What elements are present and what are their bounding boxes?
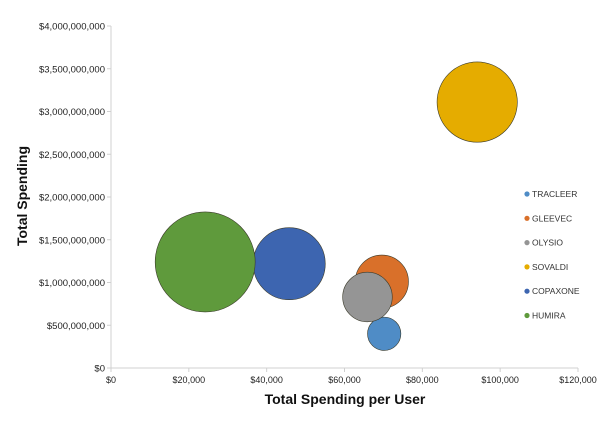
bubble-olysio [342, 271, 393, 323]
x-tick-label: $80,000 [406, 375, 439, 385]
x-axis-title: Total Spending per User [265, 391, 426, 407]
x-tick-label: $60,000 [328, 375, 361, 385]
y-tick-label: $3,000,000,000 [39, 107, 105, 118]
y-axis-title: Total Spending [14, 146, 30, 246]
legend-label-olysio: OLYSIO [532, 238, 563, 248]
legend-marker-humira [524, 312, 530, 319]
y-tick-label: $1,000,000,000 [39, 278, 105, 289]
x-tick-label: $100,000 [481, 375, 519, 385]
legend-label-gleevec: GLEEVEC [532, 213, 572, 223]
bubble-copaxone [252, 227, 326, 301]
x-axis: $0 $20,000 $40,000 $60,000 $80,000 $100,000 $1… [106, 367, 597, 385]
x-tick-label: $40,000 [250, 375, 283, 385]
x-tick-label: $120,000 [559, 375, 597, 385]
y-tick-label: $500,000,000 [47, 321, 105, 332]
y-tick-label: $4,000,000,000 [39, 22, 105, 33]
y-axis: $0 $500,000,000 $1,000,000,000 $1,500,000,0… [39, 22, 112, 375]
x-tick-label: $0 [106, 375, 116, 385]
legend-label-sovaldi: SOVALDI [532, 262, 568, 272]
legend-marker-olysio [524, 240, 530, 246]
legend-label-tracleer: TRACLEER [532, 189, 577, 199]
legend: TRACLEER GLEEVEC OLYSIO SOVALDI COPAXONE HUMI… [524, 189, 580, 321]
y-tick-label: $3,500,000,000 [39, 64, 105, 75]
y-tick-label: $2,000,000,000 [39, 193, 105, 204]
bubble-tracleer [367, 316, 402, 351]
legend-label-humira: HUMIRA [532, 311, 566, 321]
y-tick-label: $2,500,000,000 [39, 150, 105, 161]
legend-marker-gleevec [524, 215, 530, 221]
y-tick-label: $0 [94, 364, 105, 375]
bubble-humira [154, 211, 256, 313]
legend-marker-copaxone [524, 288, 530, 294]
legend-label-copaxone: COPAXONE [532, 286, 580, 296]
y-tick-label: $1,500,000,000 [39, 235, 105, 246]
bubble-sovaldi [436, 61, 518, 143]
legend-marker-sovaldi [524, 264, 530, 270]
bubbles [154, 61, 518, 351]
legend-marker-tracleer [524, 191, 530, 197]
x-tick-label: $20,000 [173, 375, 206, 385]
